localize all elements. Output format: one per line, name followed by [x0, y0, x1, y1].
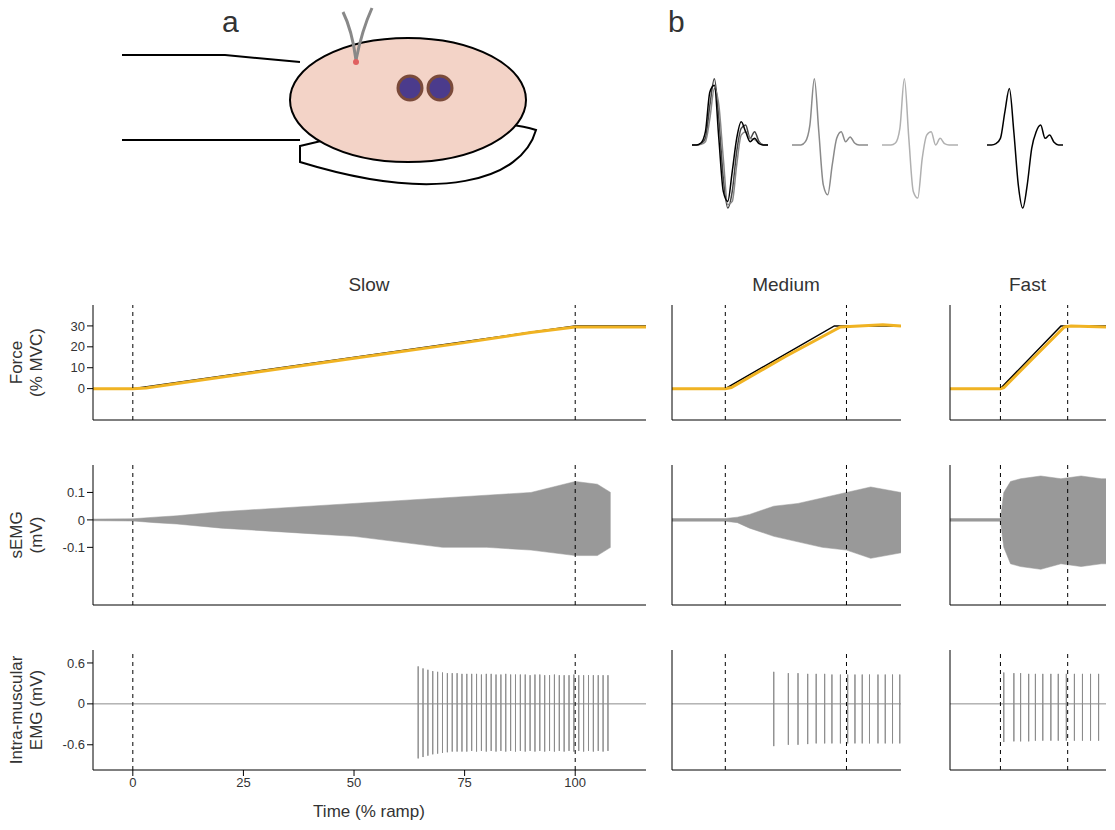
svg-text:0: 0: [78, 513, 85, 528]
svg-text:Medium: Medium: [752, 274, 820, 295]
svg-text:-0.6: -0.6: [63, 737, 85, 752]
svg-text:Fast: Fast: [1009, 274, 1047, 295]
svg-text:25: 25: [236, 775, 250, 790]
svg-text:Force: Force: [7, 341, 26, 384]
svg-text:EMG (mV): EMG (mV): [27, 670, 46, 750]
svg-text:Slow: Slow: [348, 274, 389, 295]
svg-text:30: 30: [71, 319, 85, 334]
svg-text:-0.1: -0.1: [63, 540, 85, 555]
svg-text:0: 0: [78, 381, 85, 396]
svg-text:b: b: [668, 5, 685, 38]
svg-text:0: 0: [129, 775, 136, 790]
svg-text:50: 50: [347, 775, 361, 790]
svg-text:a: a: [222, 5, 239, 38]
svg-text:75: 75: [457, 775, 471, 790]
svg-text:0.1: 0.1: [67, 485, 85, 500]
svg-text:Time (% ramp): Time (% ramp): [313, 802, 425, 821]
svg-text:0: 0: [78, 696, 85, 711]
svg-text:0.6: 0.6: [67, 656, 85, 671]
svg-text:100: 100: [564, 775, 586, 790]
svg-text:(mV): (mV): [27, 517, 46, 554]
svg-text:10: 10: [71, 360, 85, 375]
svg-text:Intra-muscular: Intra-muscular: [7, 655, 26, 764]
svg-text:sEMG: sEMG: [7, 511, 26, 558]
svg-text:20: 20: [71, 339, 85, 354]
svg-text:(% MVC): (% MVC): [27, 328, 46, 397]
